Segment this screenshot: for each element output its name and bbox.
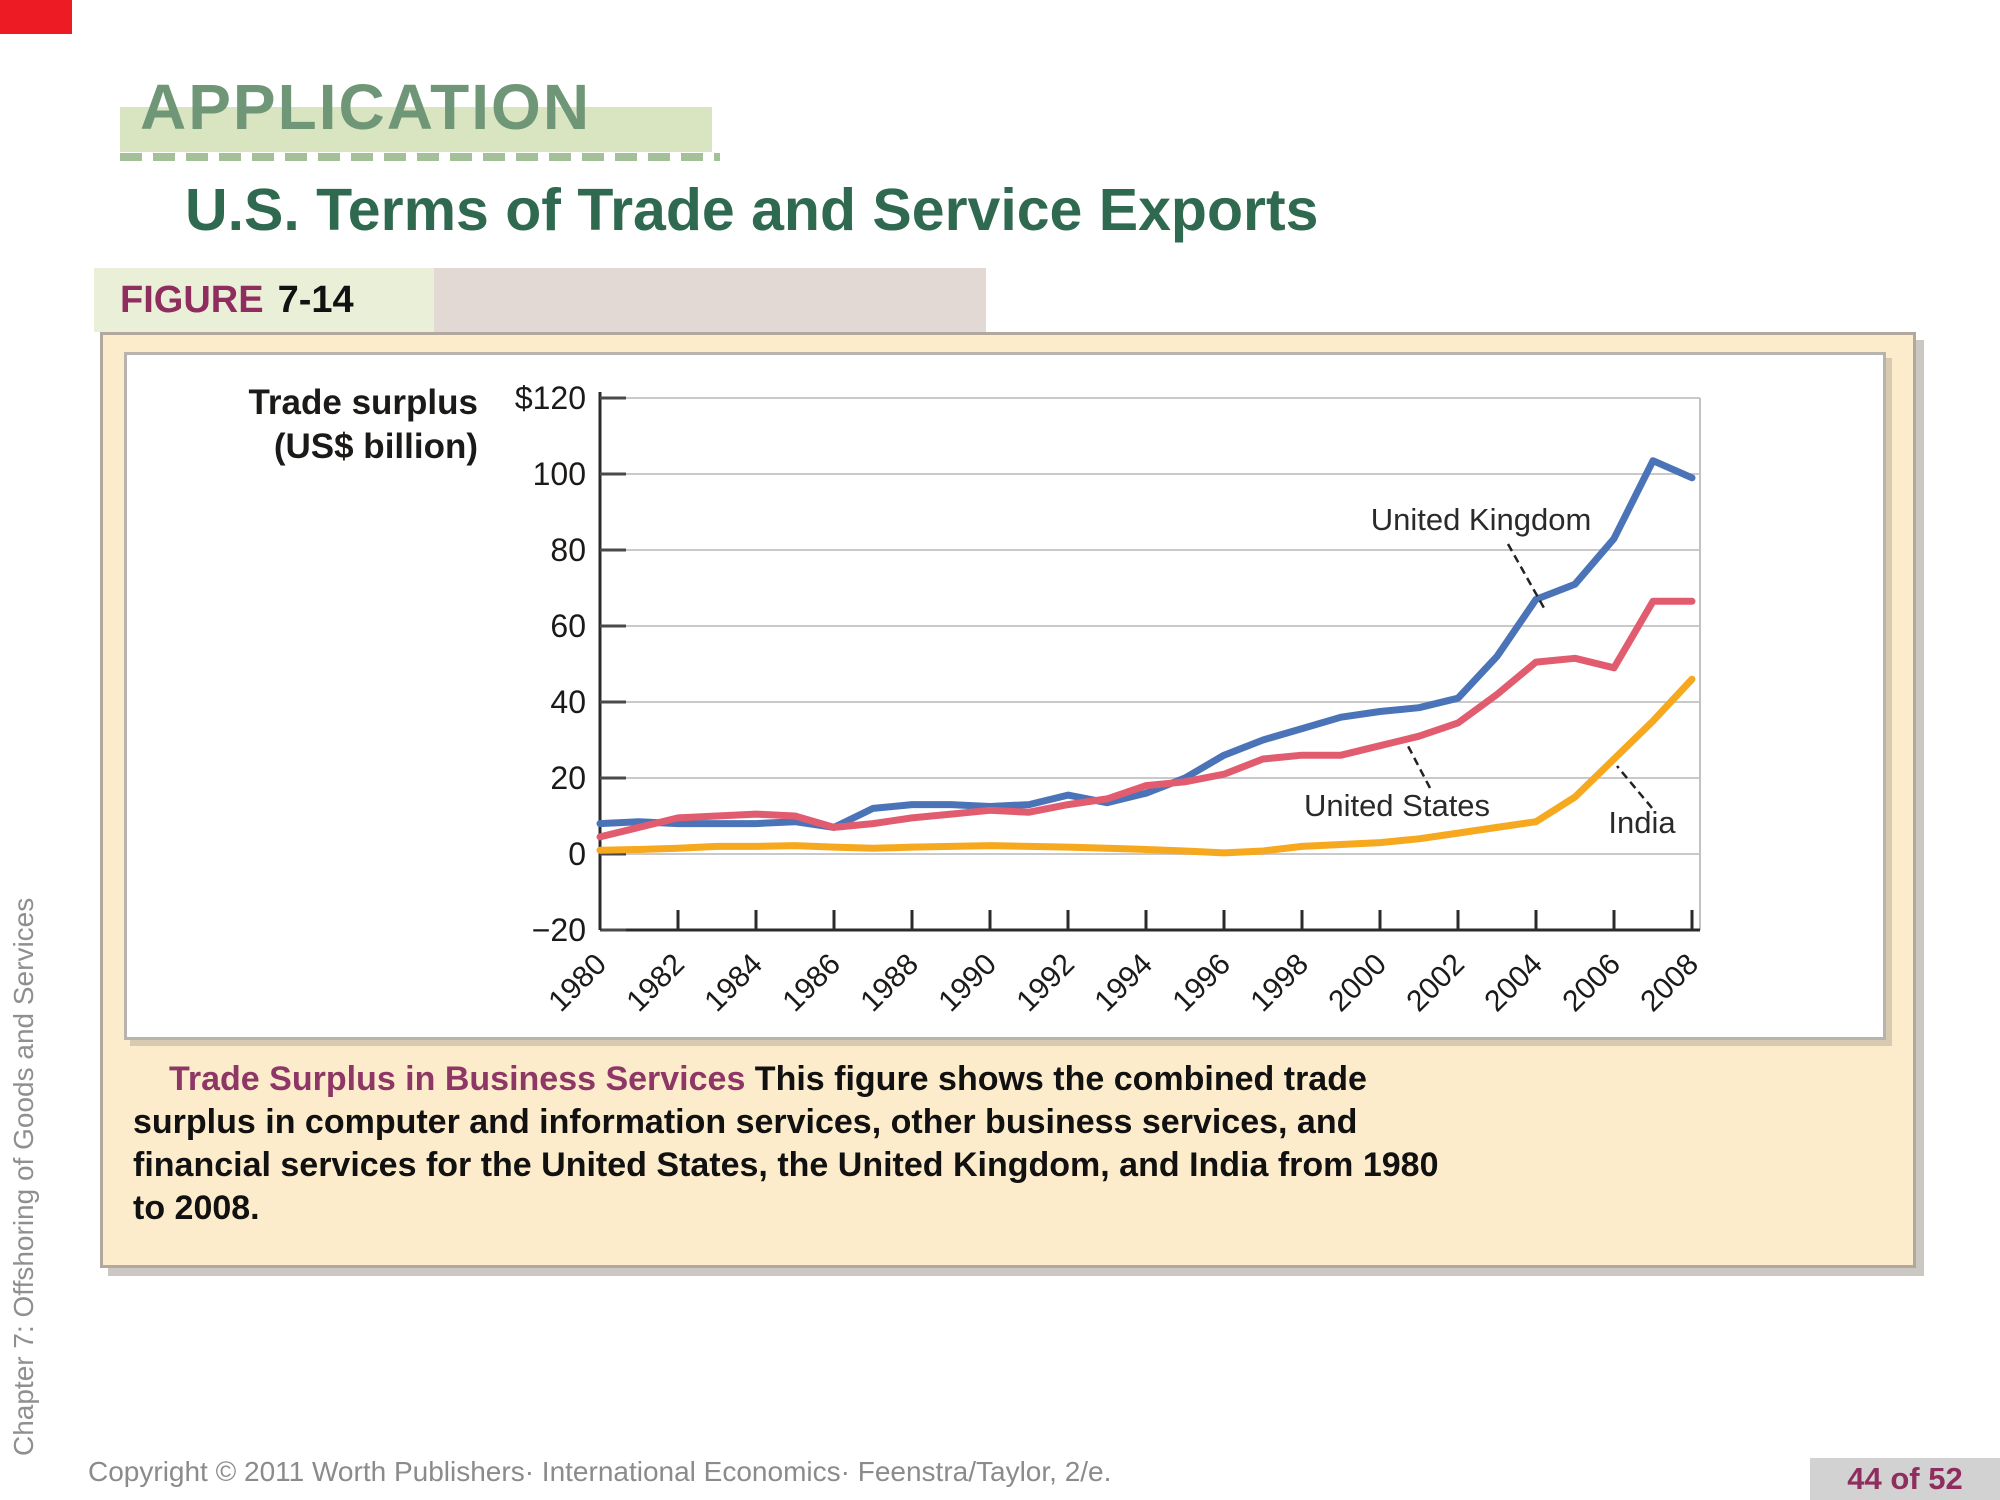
us-line [596,597,1696,841]
page-title: U.S. Terms of Trade and Service Exports [185,177,1319,243]
x-tick-label: 2006 [1556,948,1627,1019]
y-tick-label: 20 [550,760,586,796]
figure-label-box: FIGURE 7-14 [94,268,434,332]
x-tick-label: 1992 [1010,948,1081,1019]
series-label-us: United States [1304,788,1490,823]
chart-panel [124,352,1886,1040]
x-tick-label: 1986 [776,948,847,1019]
copyright-footer: Copyright © 2011 Worth Publishers· Inter… [88,1456,1112,1487]
caption-line-1: Trade Surplus in Business Services This … [133,1058,1853,1101]
application-kicker: APPLICATION [140,71,592,143]
annotation-leader-line [1406,745,1432,789]
dashed-divider [120,153,720,161]
y-tick-label: 100 [533,456,586,492]
caption-lead: Trade Surplus in Business Services [169,1060,746,1098]
y-tick-label: $120 [515,380,586,416]
x-tick-label: 2004 [1478,948,1549,1019]
application-highlight-band [120,107,712,152]
x-tick-label: 2002 [1400,948,1471,1019]
series-label-uk: United Kingdom [1371,502,1592,537]
india-line [596,675,1696,857]
series-label-india: India [1608,805,1676,840]
x-tick-label: 2008 [1634,948,1705,1019]
figure-label: FIGURE [120,278,264,321]
x-tick-label: 1988 [854,948,925,1019]
page-number-badge: 44 of 52 [1810,1458,2000,1500]
figure-header-strip [434,268,986,332]
x-tick-label: 1994 [1088,948,1159,1019]
x-tick-label: 1980 [542,948,613,1019]
caption-line-3: financial services for the United States… [133,1146,1439,1184]
x-tick-label: 1998 [1244,948,1315,1019]
caption-line-4: to 2008. [133,1189,260,1227]
y-tick-label: 60 [550,608,586,644]
red-corner-marker [0,0,72,34]
y-tick-label: 0 [568,836,586,872]
caption-line-2: surplus in computer and information serv… [133,1103,1358,1141]
chapter-sidebar-text: Chapter 7: Offshoring of Goods and Servi… [8,897,39,1456]
axis-title: (US$ billion) [274,427,478,466]
annotation-leader-line [1616,765,1653,809]
figure-caption: Trade Surplus in Business Services This … [133,1058,1853,1230]
axis-title: Trade surplus [248,383,478,422]
uk-line [596,457,1696,831]
page-number: 44 of 52 [1847,1461,1963,1496]
y-tick-label: −20 [532,912,586,948]
x-tick-label: 1996 [1166,948,1237,1019]
x-tick-label: 1984 [698,948,769,1019]
y-tick-label: 80 [550,532,586,568]
x-tick-label: 1990 [932,948,1003,1019]
x-tick-label: 1982 [620,948,691,1019]
caption-line-1-rest: This figure shows the combined trade [745,1060,1367,1098]
x-tick-label: 2000 [1322,948,1393,1019]
y-tick-label: 40 [550,684,586,720]
figure-number: 7-14 [277,278,354,321]
